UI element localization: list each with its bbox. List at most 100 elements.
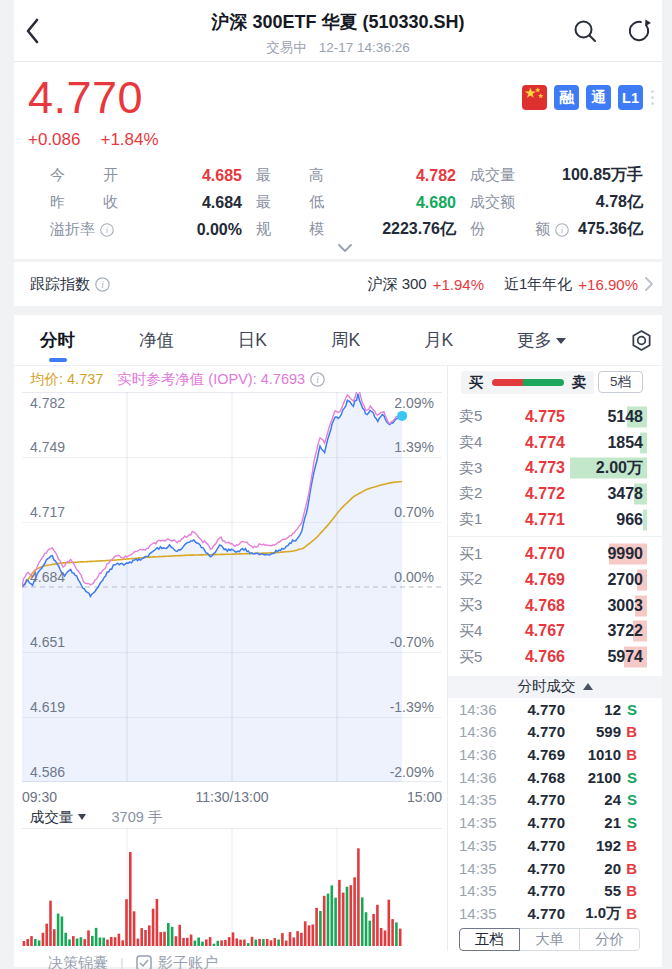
more-dots-icon[interactable] [651, 90, 654, 105]
stat-cell: 最低4.680 [242, 193, 456, 212]
bid-row[interactable]: 买14.7709990 [448, 541, 662, 567]
tick-row: 14:354.770192B [448, 834, 662, 857]
volume-header[interactable]: 成交量 3709 手 [30, 806, 447, 828]
bid-row[interactable]: 买24.7692700 [448, 567, 662, 593]
tick-list-header[interactable]: 分时成交 [448, 676, 662, 698]
level-price: 4.774 [499, 434, 565, 452]
badge-tong[interactable]: 通 [586, 85, 611, 110]
y-axis-price-label: 4.651 [30, 634, 65, 650]
level-volume: 2700 [565, 571, 643, 589]
y-axis-price-label: 4.749 [30, 439, 65, 455]
tick-side: B [621, 860, 637, 877]
shadow-account-toggle[interactable]: 影子账户 [136, 954, 218, 969]
tracking-index-row[interactable]: 跟踪指数 i 沪深 300 +1.94% 近1年年化 +16.90% [14, 262, 662, 306]
annual-change: +16.90% [578, 276, 638, 293]
bid-row[interactable]: 买54.7665974 [448, 644, 662, 670]
stat-value: 475.36亿 [569, 219, 643, 240]
level-volume: 3003 [565, 597, 643, 615]
depth-level-button[interactable]: 5档 [598, 371, 643, 393]
stat-label: 份额 [470, 220, 550, 239]
refresh-icon[interactable] [626, 18, 652, 44]
level-volume: 1854 [565, 434, 643, 452]
stats-row: 溢折率i0.00%规模2223.76亿份额i475.36亿 [50, 216, 643, 243]
tick-price: 4.770 [505, 837, 565, 854]
bid-row[interactable]: 买34.7683003 [448, 593, 662, 619]
intraday-chart[interactable]: 4.7824.7494.7174.6844.6514.6194.5862.09%… [22, 392, 442, 782]
tick-side: S [621, 701, 637, 718]
settings-icon[interactable] [630, 329, 653, 352]
svg-text:i: i [101, 280, 104, 290]
tick-row: 14:354.77020B [448, 857, 662, 880]
tab-周K[interactable]: 周K [331, 328, 360, 352]
panel-tab-五档[interactable]: 五档 [459, 928, 520, 951]
svg-text:i: i [106, 225, 109, 235]
level-name: 买2 [459, 570, 499, 589]
avg-price-label: 均价: 4.737 [30, 370, 103, 389]
ask-row[interactable]: 卖14.771966 [448, 507, 662, 533]
stat-label: 昨收 [50, 193, 118, 212]
ask-row[interactable]: 卖34.7732.00万 [448, 455, 662, 481]
tick-side: S [621, 791, 637, 808]
ask-row[interactable]: 卖24.7723478 [448, 481, 662, 507]
tick-price: 4.770 [505, 701, 565, 718]
back-button[interactable] [25, 17, 40, 45]
level-price: 4.772 [499, 485, 565, 503]
tick-volume: 20 [565, 860, 621, 877]
search-icon[interactable] [572, 18, 598, 44]
sort-asc-icon [583, 683, 593, 690]
level-name: 卖4 [459, 433, 499, 452]
stat-label: 溢折率 [50, 220, 95, 239]
ask-row[interactable]: 卖44.7741854 [448, 430, 662, 456]
tick-volume: 21 [565, 814, 621, 831]
index-name: 沪深 300 [368, 275, 427, 294]
tick-row: 14:354.77021S [448, 811, 662, 834]
tab-分时[interactable]: 分时 [40, 328, 75, 352]
level-name: 卖5 [459, 407, 499, 426]
badge-l1[interactable]: L1 [618, 85, 643, 110]
price-change: +0.086+1.84% [28, 120, 662, 150]
footer-left-link[interactable]: 决策锦囊 [48, 954, 108, 969]
index-change: +1.94% [433, 276, 484, 293]
level-volume: 3722 [565, 622, 643, 640]
tick-side: B [621, 905, 637, 922]
info-icon[interactable]: i [100, 223, 114, 237]
expand-stats-chevron[interactable] [28, 243, 662, 259]
tick-row: 14:354.77024S [448, 789, 662, 812]
panel-tab-大单[interactable]: 大单 [519, 928, 580, 951]
tab-日K[interactable]: 日K [238, 328, 267, 352]
level-volume: 966 [565, 511, 643, 529]
tick-time: 14:35 [459, 791, 505, 808]
tab-更多[interactable]: 更多 [517, 328, 566, 352]
y-axis-pct-label: 2.09% [394, 395, 434, 411]
panel-tab-分价[interactable]: 分价 [579, 928, 640, 951]
level-volume: 5148 [565, 408, 643, 426]
badges: ★★★ 融 通 L1 [522, 85, 654, 110]
tick-time: 14:35 [459, 814, 505, 831]
level-name: 卖2 [459, 484, 499, 503]
info-icon[interactable]: i [95, 277, 110, 292]
tick-price: 4.769 [505, 746, 565, 763]
tick-time: 14:35 [459, 837, 505, 854]
stats-row: 今开4.685最高4.782成交量100.85万手 [50, 162, 643, 189]
info-icon[interactable]: i [310, 372, 325, 387]
tick-row: 14:364.7691010B [448, 743, 662, 766]
tracking-label: 跟踪指数 [30, 275, 90, 294]
tick-row: 14:354.77055B [448, 879, 662, 902]
tick-time: 14:35 [459, 905, 505, 922]
ask-row[interactable]: 卖54.7755148 [448, 404, 662, 430]
level-name: 买4 [459, 622, 499, 641]
china-flag-icon: ★★★ [522, 85, 547, 110]
level-name: 卖3 [459, 459, 499, 478]
badge-rong[interactable]: 融 [554, 85, 579, 110]
y-axis-price-label: 4.717 [30, 504, 65, 520]
stat-label: 最高 [256, 166, 324, 185]
tab-净值[interactable]: 净值 [139, 328, 174, 352]
bid-row[interactable]: 买44.7673722 [448, 619, 662, 645]
level-price: 4.775 [499, 408, 565, 426]
tab-月K[interactable]: 月K [424, 328, 453, 352]
volume-chart[interactable] [22, 828, 442, 946]
info-icon[interactable]: i [555, 223, 569, 237]
tick-row: 14:364.770599B [448, 721, 662, 744]
stat-cell: 规模2223.76亿 [242, 219, 456, 240]
orderbook-divider [448, 536, 662, 537]
